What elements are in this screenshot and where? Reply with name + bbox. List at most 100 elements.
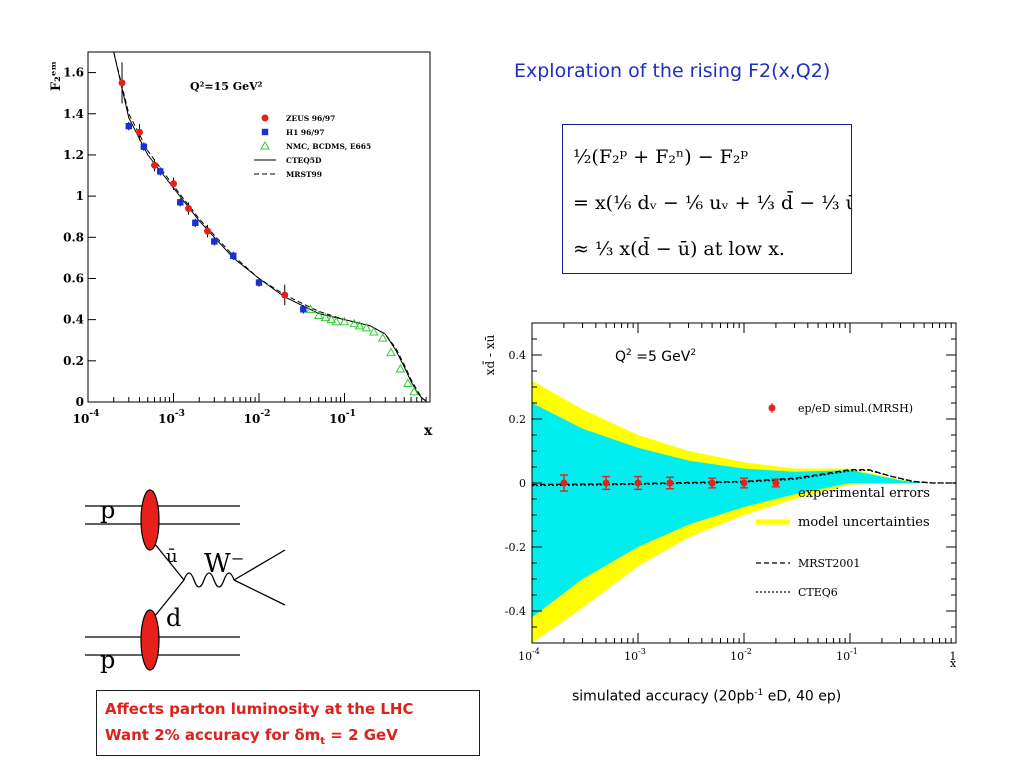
dbar-ytick-label: -0.4	[505, 605, 526, 618]
f2-legend-swatch	[260, 140, 270, 150]
f2-data-point	[211, 238, 218, 245]
f2-xtick-label: 10-4	[73, 409, 100, 426]
f2-data-point	[305, 304, 316, 313]
dbar-legend-label: experimental errors	[798, 486, 930, 501]
formula-line-2: = x(⅙ dᵥ − ⅙ uᵥ + ⅓ d̄ − ⅓ ū)	[573, 190, 851, 214]
f2-ytick-label: 1.6	[63, 66, 84, 80]
f2-data-point	[170, 180, 177, 188]
proton-blob-top	[140, 489, 160, 551]
label-ubar: ū	[166, 546, 178, 567]
antiquark-line	[149, 537, 185, 581]
f2-data-point	[395, 364, 406, 373]
f2-data-point	[349, 318, 360, 328]
dbar-ylabel: xd̄ - xū	[481, 334, 497, 375]
f2-data-point	[354, 320, 365, 330]
dbar-xlabel: x	[950, 657, 957, 670]
f2-data-point	[125, 122, 132, 130]
lhc-note-box: Affects parton luminosity at the LHC Wan…	[96, 690, 480, 756]
dbar-data-point	[772, 479, 780, 487]
f2-xlabel: x	[424, 423, 433, 439]
f2-data-point	[204, 227, 212, 235]
f2-legend-label: ZEUS 96/97	[286, 114, 335, 123]
dbar-xtick-label: 10-4	[518, 647, 540, 663]
f2-ytick-label: 1	[76, 189, 84, 203]
dbar-data-point	[666, 479, 674, 487]
label-d: d	[166, 604, 181, 632]
dbar-legend-label: model uncertainties	[798, 515, 930, 530]
f2-data-point	[157, 168, 164, 175]
f2-xtick-label: 10-3	[158, 409, 185, 426]
f2-data-point	[151, 161, 159, 169]
dbar-ytick-label: 0.4	[509, 349, 527, 362]
dbar-annotation: Q2 =5 GeV2	[615, 348, 696, 365]
f2-title: Q²=15 GeV²	[190, 80, 263, 93]
f2-ytick-label: 0.8	[63, 230, 84, 244]
lepton-line-1	[233, 549, 286, 581]
f2-ytick-label: 0	[76, 395, 84, 409]
f2-data-point	[409, 386, 419, 396]
label-p-top: p	[100, 496, 115, 524]
dbar-data-point	[740, 479, 748, 487]
dbar-xtick-label: 10-2	[730, 647, 752, 663]
dbar-data-point	[560, 479, 568, 487]
f2-plot-frame	[87, 51, 431, 403]
lepton-line-2	[233, 579, 286, 606]
f2-data-point	[386, 347, 396, 357]
f2-data-point	[368, 326, 379, 336]
proton-blob-bottom	[140, 609, 160, 671]
f2-data-point	[377, 333, 388, 342]
lhc-note-line-1: Affects parton luminosity at the LHC	[105, 700, 414, 718]
f2-legend-swatch	[261, 128, 269, 136]
lhc-note-line-2: Want 2% accuracy for δmt = 2 GeV	[105, 726, 398, 747]
dbar-data-point	[602, 479, 610, 487]
w-boson-wave	[183, 572, 235, 588]
dbar-legend-label: CTEQ6	[798, 586, 838, 599]
quark-line	[149, 579, 185, 623]
dbar-xtick-label: 10-1	[836, 647, 858, 663]
formula-line-3: ≈ ⅓ x(d̄ − ū) at low x.	[573, 236, 785, 260]
dbar-ytick-label: -0.2	[505, 541, 526, 554]
f2-data-point	[331, 316, 342, 326]
f2-ylabel: F₂ᵉᵐ	[49, 61, 64, 91]
f2-data-point	[320, 312, 331, 322]
f2-data-point	[255, 279, 263, 286]
dbar-data-point	[708, 479, 716, 487]
f2-data-point	[177, 199, 184, 206]
dbar-legend-label: ep/eD simul.(MRSH)	[798, 402, 913, 415]
dbar-data-point	[634, 479, 642, 487]
dbar-legend-label: MRST2001	[798, 557, 860, 570]
f2-data-point	[135, 128, 143, 136]
dbar-ytick-label: 0	[519, 477, 526, 490]
dbar-xtick-label: 1	[950, 650, 957, 663]
f2-ytick-label: 0.2	[63, 354, 84, 368]
f2-data-point	[361, 322, 372, 332]
dbar-xtick-label: 10-3	[624, 647, 646, 663]
label-p-bottom: p	[100, 646, 115, 674]
f2-xtick-label: 10-1	[329, 409, 356, 426]
f2-data-point	[402, 378, 413, 387]
f2-chart: 00.20.40.60.811.21.41.610-4 10-3 10-2 10-1 …	[49, 51, 433, 439]
f2-ytick-label: 1.2	[63, 148, 84, 162]
f2-data-point	[118, 79, 126, 87]
f2-legend: ZEUS 96/97 H1 96/97 NMC, BCDMS, E665 CTEQ5D…	[254, 114, 371, 179]
formula-line-1: ½(F₂ᵖ + F₂ⁿ) − F₂ᵖ	[573, 146, 748, 168]
dbar-legend: ep/eD simul.(MRSH) experimental errors mod…	[756, 402, 930, 599]
f2-data-point	[339, 316, 350, 326]
formula-box: ½(F₂ᵖ + F₂ⁿ) − F₂ᵖ = x(⅙ dᵥ − ⅙ uᵥ + ⅓ d…	[562, 124, 852, 274]
f2-legend-label: CTEQ5D	[286, 156, 322, 165]
f2-legend-label: MRST99	[286, 170, 322, 179]
slide-title: Exploration of the rising F2(x,Q2)	[514, 60, 831, 82]
f2-data-point	[326, 314, 337, 324]
chart-caption: simulated accuracy (20pb-1 eD, 40 ep)	[572, 688, 842, 705]
f2-data-point	[192, 219, 199, 227]
f2-xtick-label: 10-2	[244, 409, 271, 426]
f2-legend-swatch	[261, 114, 269, 122]
f2-legend-label: H1 96/97	[286, 128, 325, 137]
dbar-ytick-label: 0.2	[509, 413, 527, 426]
f2-data-point	[230, 252, 237, 260]
f2-data-point	[300, 306, 307, 313]
label-w-minus: W⁻	[204, 549, 244, 579]
f2-data-point	[313, 310, 324, 320]
f2-data-point	[140, 143, 148, 150]
band-experimental-errors	[532, 403, 925, 618]
